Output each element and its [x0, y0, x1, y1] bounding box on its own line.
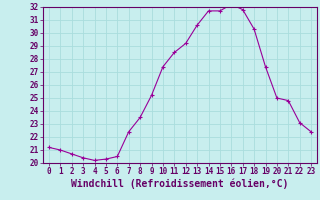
X-axis label: Windchill (Refroidissement éolien,°C): Windchill (Refroidissement éolien,°C) — [71, 179, 289, 189]
